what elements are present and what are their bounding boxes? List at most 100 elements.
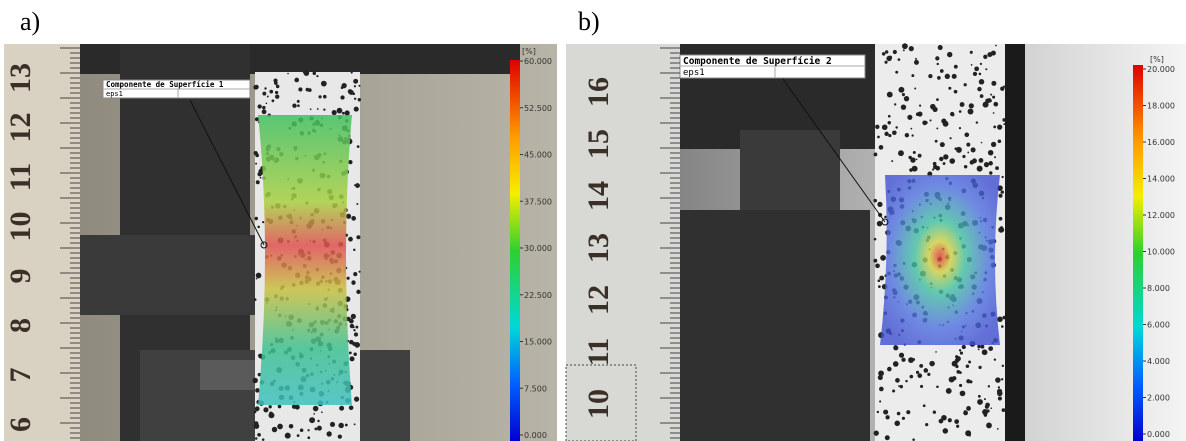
speckle xyxy=(898,86,905,93)
speckle xyxy=(995,44,997,47)
speckle xyxy=(887,114,891,118)
speckle xyxy=(312,71,317,75)
speckle xyxy=(996,388,1003,394)
speckle xyxy=(959,351,964,355)
speckle xyxy=(949,137,952,140)
speckle xyxy=(949,158,956,164)
speckle xyxy=(257,372,262,377)
speckle xyxy=(959,390,966,397)
speckle xyxy=(323,108,326,111)
speckle xyxy=(254,216,259,221)
speckle xyxy=(353,352,357,356)
speckle xyxy=(888,133,892,138)
speckle xyxy=(988,346,994,351)
speckle xyxy=(316,425,322,431)
speckle xyxy=(895,70,899,74)
speckle xyxy=(878,370,884,377)
speckle xyxy=(967,151,970,154)
speckle xyxy=(275,82,278,86)
speckle xyxy=(292,103,297,108)
speckle xyxy=(894,103,897,106)
speckle xyxy=(355,183,360,189)
ruler-number: 13 xyxy=(4,63,37,93)
speckle xyxy=(291,404,297,409)
legend-row: eps1 xyxy=(683,68,705,78)
speckle xyxy=(935,56,940,61)
speckle xyxy=(893,345,899,351)
speckle xyxy=(906,410,911,415)
colorbar-label: 45.000 xyxy=(524,151,552,160)
speckle xyxy=(976,165,983,172)
speckle xyxy=(877,135,880,139)
speckle xyxy=(910,127,913,130)
speckle xyxy=(331,109,337,116)
speckle xyxy=(353,106,359,112)
speckle xyxy=(879,386,884,392)
speckle xyxy=(878,145,884,150)
speckle xyxy=(985,402,990,408)
speckle xyxy=(296,434,300,437)
speckle xyxy=(947,418,952,423)
speckle xyxy=(943,154,949,160)
colorbar-label: 4.000 xyxy=(1147,357,1170,366)
speckle xyxy=(356,235,361,240)
speckle xyxy=(346,276,350,280)
speckle xyxy=(936,385,939,389)
speckle xyxy=(344,423,348,427)
speckle xyxy=(963,410,968,416)
speckle xyxy=(918,104,922,107)
speckle xyxy=(911,74,915,78)
strain-overlay xyxy=(880,175,1000,345)
speckle xyxy=(991,80,997,86)
colorbar-label: 30.000 xyxy=(524,244,552,253)
speckle xyxy=(881,52,886,56)
speckle xyxy=(911,134,914,137)
speckle xyxy=(1001,364,1005,368)
ruler-number: 8 xyxy=(4,318,37,333)
speckle xyxy=(908,46,914,52)
colorbar-unit: [%] xyxy=(1150,55,1164,64)
speckle xyxy=(968,360,972,364)
ruler-number: 13 xyxy=(582,233,615,263)
speckle xyxy=(969,160,975,165)
colorbar-label: 0.000 xyxy=(1147,430,1170,439)
speckle xyxy=(271,426,278,433)
speckle xyxy=(254,84,259,90)
speckle xyxy=(274,90,279,95)
speckle xyxy=(900,104,907,110)
speckle xyxy=(968,103,974,109)
speckle xyxy=(257,432,261,437)
speckle xyxy=(958,126,962,130)
speckle xyxy=(305,87,310,92)
speckle xyxy=(996,427,999,430)
speckle xyxy=(990,50,996,56)
speckle xyxy=(881,124,888,131)
speckle xyxy=(877,201,883,208)
speckle xyxy=(329,421,336,427)
speckle xyxy=(255,162,258,165)
speckle xyxy=(297,104,300,108)
speckle xyxy=(983,162,990,168)
speckle xyxy=(348,405,354,411)
speckle xyxy=(313,412,316,415)
speckle xyxy=(255,277,258,280)
speckle xyxy=(352,92,356,96)
speckle xyxy=(917,111,923,117)
speckle xyxy=(348,318,354,324)
speckle xyxy=(910,157,916,163)
speckle xyxy=(977,399,983,405)
speckle xyxy=(986,422,992,429)
colorbar-label: 37.500 xyxy=(524,197,552,206)
ruler-number: 12 xyxy=(582,285,615,315)
panel-a: Componente de Superfície 1 eps1 [%] xyxy=(4,44,557,441)
speckle xyxy=(937,45,943,51)
speckle xyxy=(298,87,303,92)
speckle xyxy=(353,248,356,252)
speckle xyxy=(982,409,989,416)
speckle xyxy=(336,107,343,114)
speckle xyxy=(979,62,983,66)
speckle xyxy=(953,64,958,69)
speckle xyxy=(265,102,268,105)
speckle xyxy=(316,74,319,78)
speckle xyxy=(261,109,267,115)
